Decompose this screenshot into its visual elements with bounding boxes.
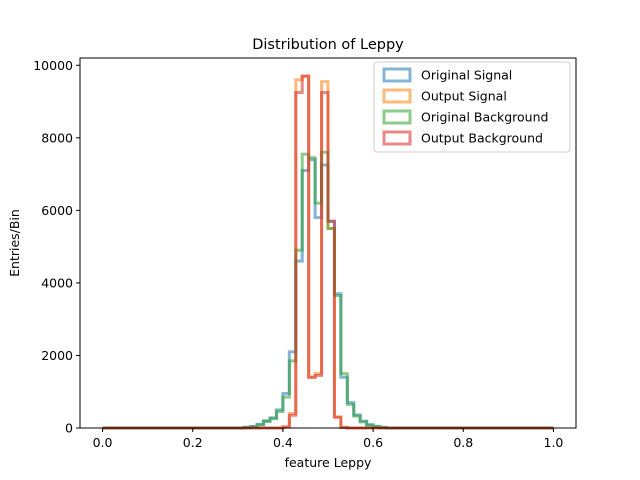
legend-label: Output Signal [421, 89, 507, 104]
legend-swatch [382, 109, 412, 125]
y-tick-label: 0 [65, 421, 73, 436]
y-tick-label: 8000 [41, 130, 73, 145]
chart-title: Distribution of Leppy [252, 37, 404, 53]
legend: Original Signal Output Signal Original Bac… [373, 61, 571, 153]
legend-label: Original Background [421, 110, 548, 125]
x-tick-label: 1.0 [544, 435, 564, 450]
x-tick-label: 0.0 [93, 435, 113, 450]
y-tick-label: 4000 [41, 275, 73, 290]
y-axis-ticks: 0 2000 4000 6000 8000 10000 [33, 58, 80, 436]
y-axis-title: Entries/Bin [7, 209, 22, 277]
x-axis-title: feature Leppy [285, 455, 372, 470]
x-tick-label: 0.2 [183, 435, 203, 450]
x-axis-ticks: 0.0 0.2 0.4 0.6 0.8 1.0 [93, 428, 564, 450]
legend-swatch [382, 67, 412, 83]
x-tick-label: 0.8 [453, 435, 473, 450]
plot-frame [79, 57, 577, 429]
x-tick-label: 0.4 [273, 435, 293, 450]
y-tick-label: 6000 [41, 203, 73, 218]
legend-box [373, 61, 571, 153]
legend-swatch [382, 130, 412, 146]
x-tick-label: 0.6 [363, 435, 383, 450]
legend-swatch [382, 88, 412, 104]
legend-label: Output Background [421, 131, 543, 146]
legend-label: Original Signal [421, 68, 512, 83]
y-tick-label: 2000 [41, 348, 73, 363]
y-tick-label: 10000 [33, 58, 73, 73]
